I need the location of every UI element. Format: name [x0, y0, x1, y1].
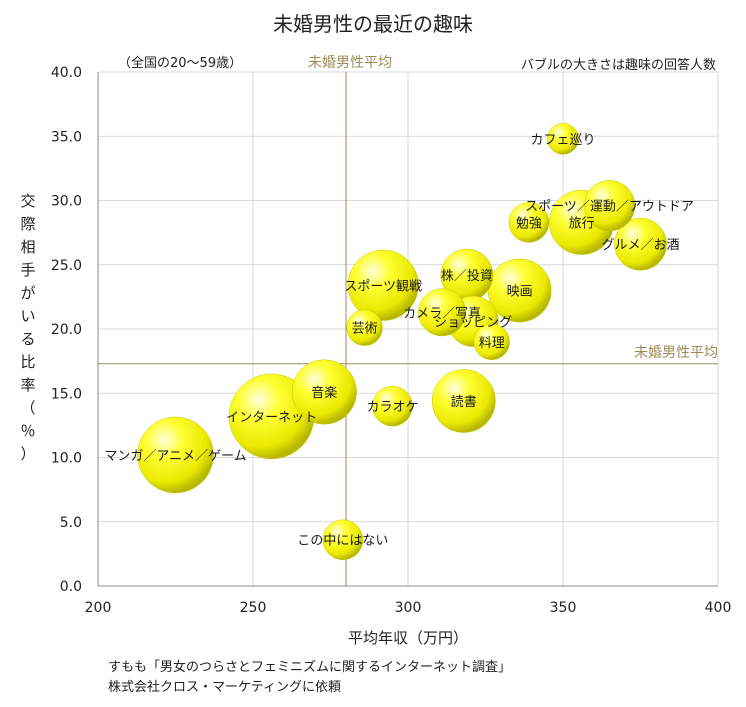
- x-tick-label: 350: [550, 600, 577, 616]
- bubble-label: 読書: [451, 394, 477, 410]
- bubble-label: インターネット: [226, 410, 317, 425]
- bubble: [347, 249, 419, 321]
- y-tick-label: 35.0: [51, 129, 82, 145]
- avg-income-label: 未婚男性平均: [308, 55, 392, 71]
- bubbles: [137, 123, 667, 560]
- bubble-label: グルメ／お酒: [601, 238, 679, 253]
- tick-labels: 200 250 300 350 400 0.0 5.0 10.0 15.0 20.0 25.0 30.…: [51, 65, 732, 616]
- avg-ratio-label: 未婚男性平均: [634, 345, 718, 361]
- bubble: [473, 323, 510, 360]
- source-line-1: すもも「男女のつらさとフェミニズムに関するインターネット調査」: [108, 660, 512, 675]
- bubble: [614, 217, 667, 271]
- bubble: [418, 288, 467, 337]
- bubble-label: スポーツ観戦: [344, 279, 422, 294]
- y-axis-label-char: ）: [20, 445, 36, 463]
- chart-title: 未婚男性の最近の趣味: [273, 12, 473, 36]
- x-tick-label: 400: [705, 600, 732, 616]
- x-tick-label: 200: [85, 600, 112, 616]
- axes: [97, 72, 718, 587]
- y-tick-label: 10.0: [51, 451, 82, 467]
- x-tick-label: 300: [395, 600, 422, 616]
- x-axis-label: 平均年収（万円）: [347, 629, 468, 647]
- bubble-label: カメラ／写真: [403, 306, 481, 321]
- bubble: [431, 369, 496, 433]
- y-tick-label: 30.0: [51, 194, 82, 210]
- chart-note-bubble-size: バブルの大きさは趣味の回答人数: [520, 58, 716, 73]
- bubble: [322, 519, 364, 560]
- bubble: [372, 385, 413, 427]
- y-axis-label: 交際相手がいる比率 （ ％ ）: [16, 190, 40, 466]
- y-tick-label: 20.0: [51, 322, 82, 338]
- bubble-label: 株／投資: [441, 268, 493, 284]
- bubble-label: 料理: [479, 336, 505, 351]
- bubble: [346, 309, 383, 346]
- y-axis-label-char: （: [20, 399, 36, 417]
- y-tick-label: 0.0: [60, 579, 82, 595]
- y-axis-label-char: 手: [20, 261, 36, 279]
- x-tick-label: 250: [240, 600, 267, 616]
- chart-note-scope: （全国の20～59歳）: [118, 56, 243, 71]
- bubble-label: 映画: [507, 284, 533, 299]
- bubble-label: この中にはない: [297, 534, 388, 549]
- gridlines: [97, 71, 719, 587]
- bubble: [291, 359, 357, 425]
- bubble-label: 旅行: [569, 216, 595, 231]
- bubble-label: 音楽: [311, 385, 337, 401]
- y-tick-label: 15.0: [51, 386, 82, 402]
- y-axis-label-char: 交: [20, 192, 36, 210]
- y-tick-label: 25.0: [51, 258, 82, 274]
- y-axis-label-char: が: [20, 284, 36, 302]
- bubble: [137, 416, 214, 494]
- y-tick-label: 5.0: [60, 515, 82, 531]
- y-axis-label-char: 率: [20, 376, 36, 394]
- bubble: [508, 202, 550, 243]
- y-tick-label: 40.0: [51, 65, 82, 81]
- y-axis-label-char: 相: [20, 238, 36, 256]
- bubble: [547, 123, 579, 155]
- y-axis-label-char: る: [20, 330, 36, 348]
- y-axis-label-char: ％: [20, 422, 36, 440]
- bubble-label: マンガ／アニメ／ゲーム: [104, 449, 246, 464]
- y-axis-label-char: い: [20, 307, 36, 325]
- bubble-label: 勉強: [516, 216, 542, 231]
- bubble-label: カラオケ: [366, 400, 418, 415]
- y-axis-label-char: 比: [20, 353, 36, 371]
- y-axis-label-char: 際: [20, 215, 36, 233]
- source-note: すもも「男女のつらさとフェミニズムに関するインターネット調査」 株式会社クロス・…: [108, 658, 511, 698]
- bubble-label: ショッピング: [434, 315, 512, 330]
- bubble-label: スポーツ／運動／アウトドア: [525, 200, 694, 215]
- source-line-2: 株式会社クロス・マーケティングに依頼: [108, 680, 341, 695]
- bubble: [583, 180, 636, 232]
- bubble-label: 芸術: [352, 321, 378, 337]
- average-lines: [98, 72, 718, 586]
- bubble-label: カフェ巡り: [530, 133, 595, 148]
